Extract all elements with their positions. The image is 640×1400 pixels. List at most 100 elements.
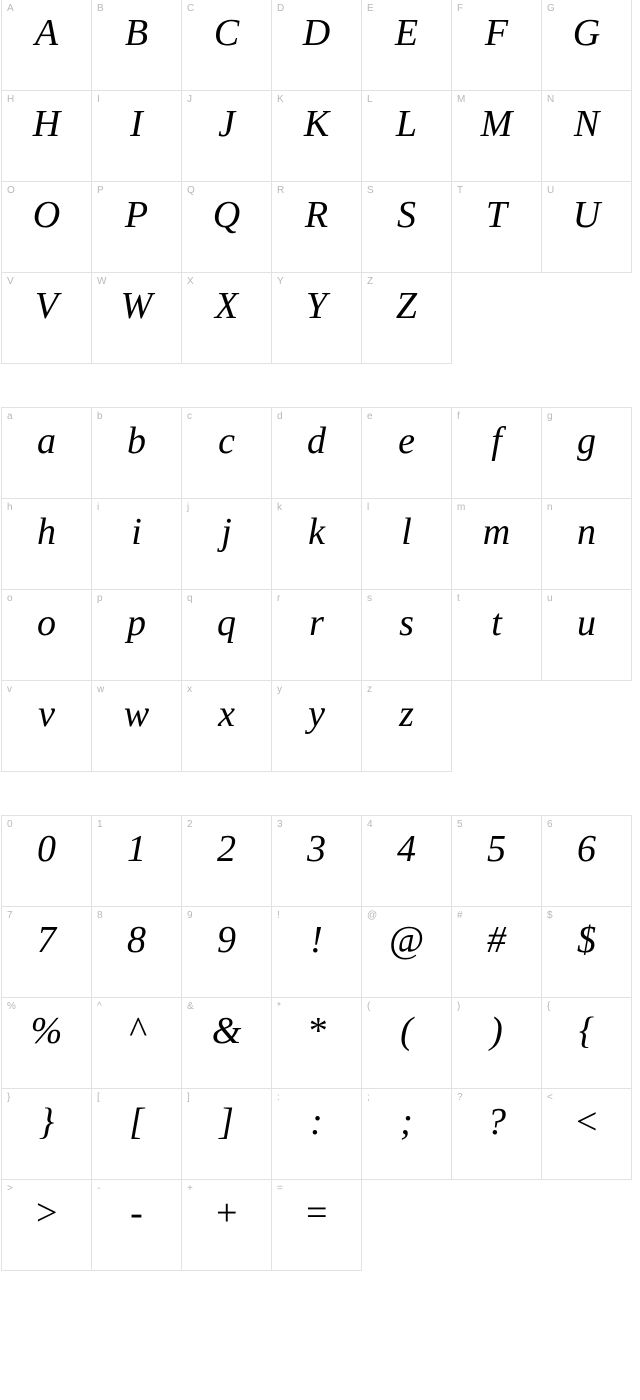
glyph-display: ( — [362, 1012, 451, 1050]
glyph-cell: ^^ — [91, 997, 182, 1089]
glyph-cell: nn — [541, 498, 632, 590]
glyph-label: k — [277, 502, 282, 513]
glyph-cell: YY — [271, 272, 362, 364]
glyph-label: g — [547, 411, 553, 422]
glyph-display: + — [182, 1194, 271, 1232]
glyph-cell: AA — [1, 0, 92, 91]
glyph-label: q — [187, 593, 193, 604]
glyph-cell: 88 — [91, 906, 182, 998]
glyph-label: ? — [457, 1092, 463, 1103]
glyph-cell: ff — [451, 407, 542, 499]
glyph-label: > — [7, 1183, 13, 1194]
glyph-display: & — [182, 1012, 271, 1050]
glyph-display: ^ — [92, 1012, 181, 1050]
glyph-label: G — [547, 3, 555, 14]
glyph-display: T — [452, 196, 541, 234]
glyph-label: R — [277, 185, 284, 196]
glyph-display: = — [272, 1194, 361, 1232]
glyph-label: 6 — [547, 819, 553, 830]
glyph-label: = — [277, 1183, 283, 1194]
glyph-label: p — [97, 593, 103, 604]
glyph-cell: II — [91, 90, 182, 182]
glyph-display: p — [92, 604, 181, 642]
glyph-label: F — [457, 3, 463, 14]
glyph-cell: yy — [271, 680, 362, 772]
glyph-label: * — [277, 1001, 281, 1012]
glyph-display: 4 — [362, 830, 451, 868]
glyph-display: y — [272, 695, 361, 733]
glyph-cell: jj — [181, 498, 272, 590]
glyph-label: 3 — [277, 819, 283, 830]
glyph-display: v — [2, 695, 91, 733]
glyph-label: @ — [367, 910, 377, 921]
glyph-label: 8 — [97, 910, 103, 921]
glyph-label: 2 — [187, 819, 193, 830]
glyph-display: E — [362, 14, 451, 52]
glyph-display: - — [92, 1194, 181, 1232]
glyph-cell: {{ — [541, 997, 632, 1089]
glyph-cell: ss — [361, 589, 452, 681]
glyph-cell: VV — [1, 272, 92, 364]
glyph-label: z — [367, 684, 372, 695]
glyph-display: B — [92, 14, 181, 52]
glyph-cell: 44 — [361, 815, 452, 907]
glyph-label: - — [97, 1183, 100, 1194]
glyph-label: w — [97, 684, 104, 695]
glyph-cell: JJ — [181, 90, 272, 182]
glyph-label: T — [457, 185, 463, 196]
glyph-cell: bb — [91, 407, 182, 499]
glyph-cell: !! — [271, 906, 362, 998]
glyph-label: I — [97, 94, 100, 105]
glyph-cell: kk — [271, 498, 362, 590]
glyph-display: Q — [182, 196, 271, 234]
glyph-cell: ee — [361, 407, 452, 499]
glyph-cell: mm — [451, 498, 542, 590]
glyph-display: 1 — [92, 830, 181, 868]
glyph-cell-empty — [361, 1179, 452, 1271]
glyph-label: < — [547, 1092, 553, 1103]
glyph-display: M — [452, 105, 541, 143]
glyph-cell: 66 — [541, 815, 632, 907]
glyph-label: e — [367, 411, 373, 422]
glyph-display: n — [542, 513, 631, 551]
glyph-label: l — [367, 502, 369, 513]
glyph-label: c — [187, 411, 192, 422]
glyph-display: { — [542, 1012, 631, 1050]
glyph-label: X — [187, 276, 194, 287]
glyph-cell-empty — [541, 272, 632, 364]
glyph-display: D — [272, 14, 361, 52]
glyph-cell: << — [541, 1088, 632, 1180]
glyph-cell: ii — [91, 498, 182, 590]
glyph-display: 6 — [542, 830, 631, 868]
glyph-label: # — [457, 910, 463, 921]
glyph-cell: oo — [1, 589, 92, 681]
glyph-cell: 11 — [91, 815, 182, 907]
glyph-cell: ww — [91, 680, 182, 772]
glyph-label: m — [457, 502, 465, 513]
glyph-cell: cc — [181, 407, 272, 499]
glyph-display: R — [272, 196, 361, 234]
glyph-label: 9 — [187, 910, 193, 921]
glyph-label: u — [547, 593, 553, 604]
glyph-label: [ — [97, 1092, 100, 1103]
glyph-cell: -- — [91, 1179, 182, 1271]
glyph-display: N — [542, 105, 631, 143]
glyph-display: 5 — [452, 830, 541, 868]
glyph-display: % — [2, 1012, 91, 1050]
glyph-label: % — [7, 1001, 16, 1012]
glyph-cell: == — [271, 1179, 362, 1271]
glyph-cell: CC — [181, 0, 272, 91]
glyph-display: L — [362, 105, 451, 143]
glyph-label: & — [187, 1001, 194, 1012]
glyph-display: 2 — [182, 830, 271, 868]
glyph-label: K — [277, 94, 284, 105]
glyph-label: O — [7, 185, 15, 196]
glyph-cell: KK — [271, 90, 362, 182]
glyph-cell: OO — [1, 181, 92, 273]
glyph-label: b — [97, 411, 103, 422]
glyph-label: L — [367, 94, 373, 105]
glyph-display: c — [182, 422, 271, 460]
glyph-label: S — [367, 185, 374, 196]
glyph-display: d — [272, 422, 361, 460]
glyph-label: i — [97, 502, 99, 513]
